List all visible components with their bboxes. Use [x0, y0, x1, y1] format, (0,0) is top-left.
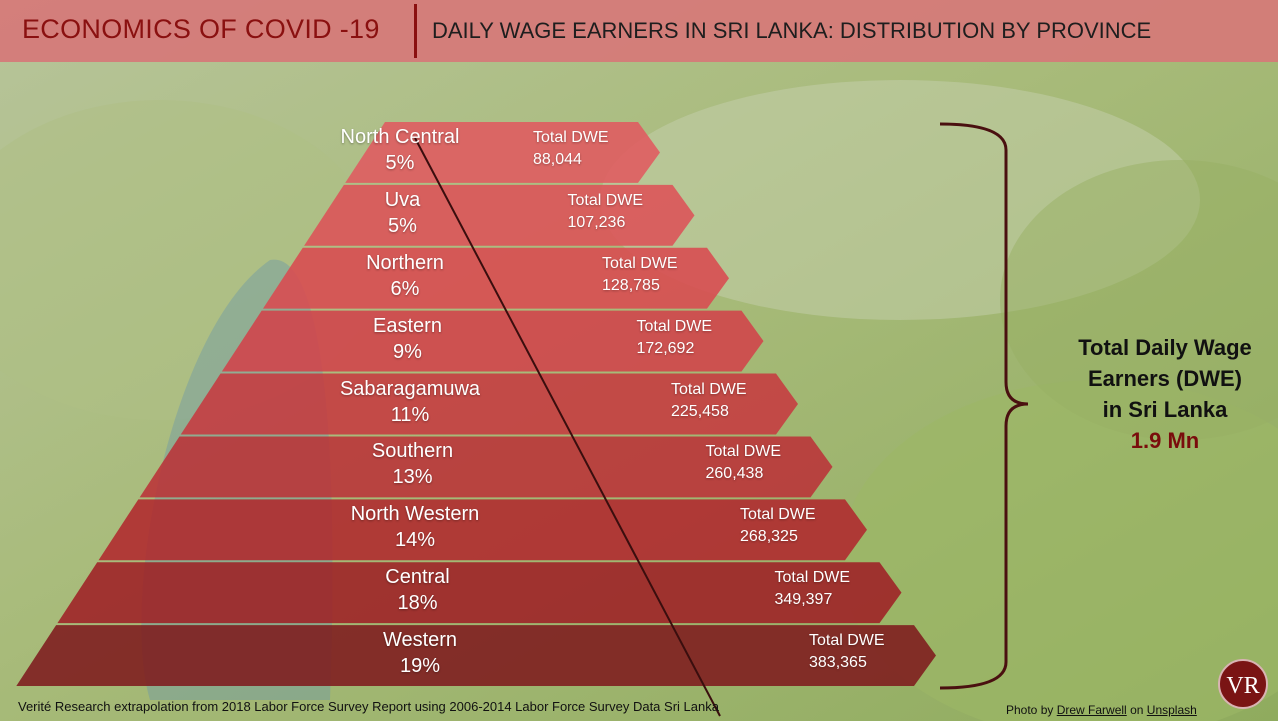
total-value: 1.9 Mn	[1130, 428, 1200, 453]
dwe-label: Total DWE	[705, 443, 782, 461]
province-name: Sabaragamuwa	[339, 377, 481, 400]
dwe-value: 349,397	[774, 591, 833, 609]
dwe-label: Total DWE	[567, 191, 644, 209]
province-bar	[16, 625, 936, 686]
dwe-label: Total DWE	[602, 254, 678, 272]
header-banner: ECONOMICS OF COVID -19 DAILY WAGE EARNER…	[0, 0, 1278, 62]
total-label-line1: Total Daily Wage	[1078, 335, 1252, 360]
province-percent: 18%	[397, 592, 438, 615]
province-percent: 11%	[390, 403, 430, 426]
province-percent: 9%	[393, 340, 422, 363]
total-brace	[939, 122, 1029, 690]
credit-site-link[interactable]: Unsplash	[1146, 703, 1197, 717]
verite-logo: VR	[1218, 659, 1268, 709]
province-name: Western	[382, 629, 458, 652]
dwe-value: 383,365	[809, 654, 867, 672]
province-bar	[221, 310, 764, 372]
province-percent: 14%	[394, 529, 436, 552]
dwe-value: 88,044	[533, 151, 582, 168]
province-name: Uva	[384, 188, 421, 211]
province-bar	[98, 499, 867, 561]
province-name: North Western	[350, 503, 480, 526]
header-divider	[414, 4, 417, 58]
province-bar	[304, 184, 695, 246]
total-label-line2: Earners (DWE)	[1087, 366, 1243, 391]
province-bar	[57, 562, 902, 624]
dwe-value: 260,438	[705, 465, 764, 483]
province-percent: 19%	[399, 655, 441, 678]
photo-credit: Photo by Drew Farwell on Unsplash	[1006, 703, 1197, 717]
province-name: Southern	[371, 440, 454, 463]
chart-title: DAILY WAGE EARNERS IN SRI LANKA: DISTRIB…	[432, 18, 1152, 43]
province-bar	[139, 436, 833, 498]
province-percent: 13%	[392, 466, 433, 489]
header-title: ECONOMICS OF COVID -19	[22, 14, 380, 44]
source-note: Verité Research extrapolation from 2018 …	[18, 699, 719, 714]
dwe-value: 268,325	[740, 528, 798, 546]
credit-author-link[interactable]: Drew Farwell	[1056, 703, 1127, 717]
province-name: Northern	[366, 251, 444, 274]
pyramid-bars	[16, 122, 936, 686]
credit-prefix: Photo by	[1006, 703, 1054, 717]
dwe-label: Total DWE	[740, 506, 816, 524]
dwe-value: 172,692	[636, 339, 695, 357]
dwe-value: 107,236	[567, 213, 626, 231]
dwe-value: 225,458	[671, 402, 729, 420]
diagonal-line	[414, 137, 721, 717]
dwe-label: Total DWE	[636, 317, 713, 335]
dwe-label: Total DWE	[774, 569, 851, 587]
province-percent: 5%	[385, 152, 415, 174]
total-dwe-summary: Total Daily Wage Earners (DWE) in Sri La…	[1040, 332, 1278, 456]
province-name: Eastern	[373, 314, 442, 337]
province-percent: 6%	[390, 277, 420, 300]
province-percent: 5%	[388, 214, 417, 237]
total-label-line3: in Sri Lanka	[1102, 397, 1228, 422]
province-bar	[180, 373, 799, 435]
dwe-label: Total DWE	[533, 129, 609, 146]
province-bar	[345, 122, 660, 183]
province-name: Central	[385, 566, 450, 589]
dwe-label: Total DWE	[671, 380, 747, 398]
province-bar	[262, 247, 729, 309]
province-name: North Central	[340, 126, 460, 148]
dwe-value: 128,785	[602, 276, 660, 294]
dwe-label: Total DWE	[809, 632, 885, 650]
credit-mid: on	[1130, 703, 1144, 717]
